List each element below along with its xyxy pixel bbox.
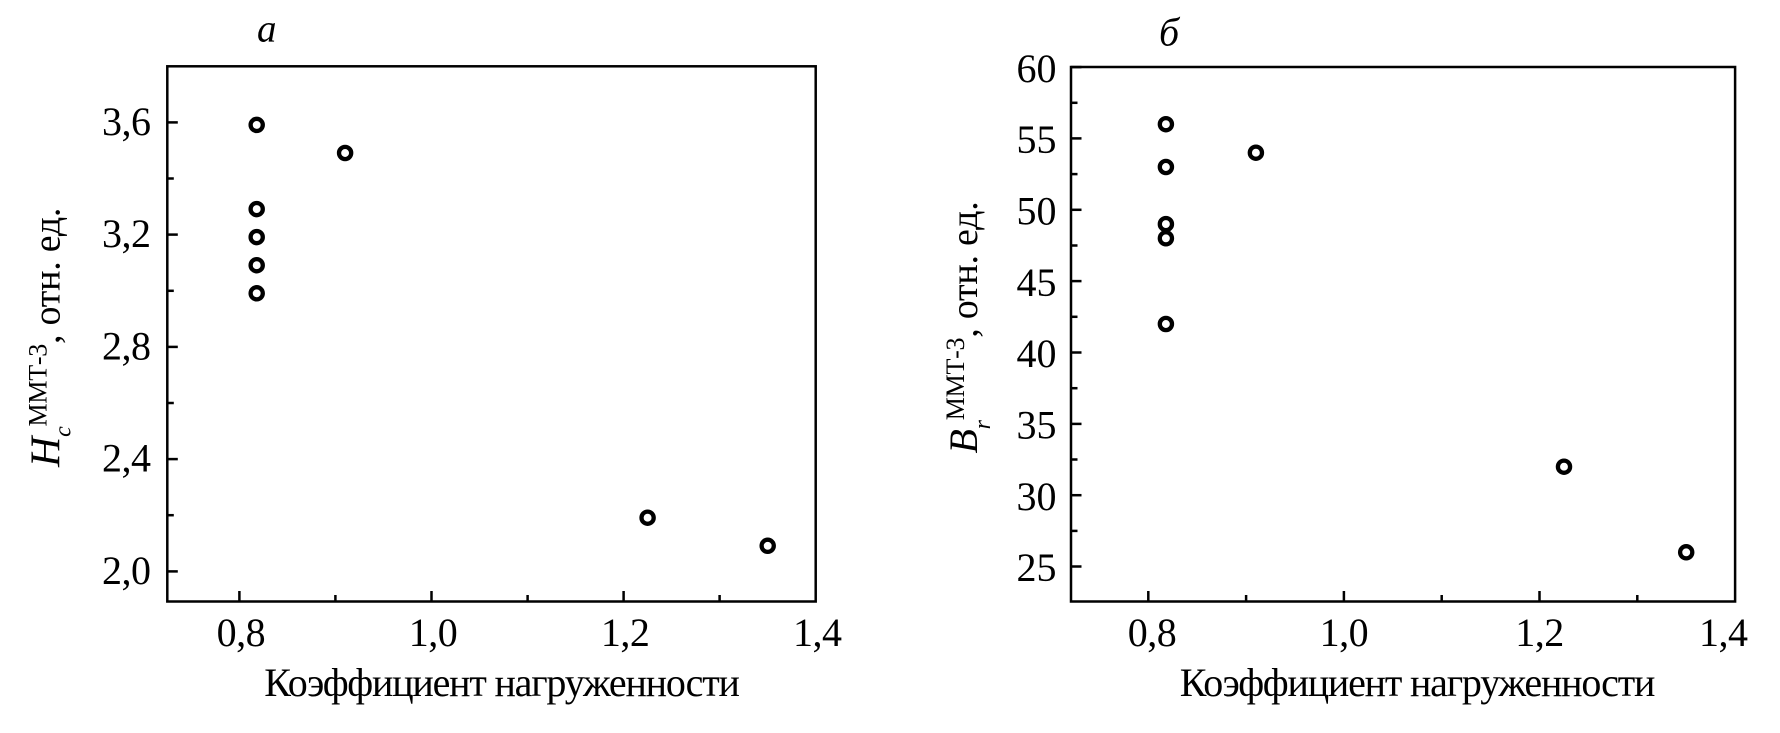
svg-text:2,0: 2,0 xyxy=(102,548,151,593)
svg-text:0,8: 0,8 xyxy=(217,610,266,655)
svg-text:30: 30 xyxy=(1017,474,1057,519)
svg-text:45: 45 xyxy=(1017,260,1057,305)
svg-text:a: a xyxy=(257,8,277,51)
svg-text:50: 50 xyxy=(1017,189,1057,234)
svg-text:2,4: 2,4 xyxy=(102,436,151,481)
svg-text:25: 25 xyxy=(1017,545,1057,590)
svg-text:Коэффициент нагруженности: Коэффициент нагруженности xyxy=(1180,660,1655,705)
svg-text:1,4: 1,4 xyxy=(1699,610,1748,655)
svg-text:Коэффициент нагруженности: Коэффициент нагруженности xyxy=(264,660,739,705)
svg-text:0,8: 0,8 xyxy=(1128,610,1177,655)
svg-text:40: 40 xyxy=(1017,331,1057,376)
svg-text:3,2: 3,2 xyxy=(102,211,151,256)
svg-text:2,8: 2,8 xyxy=(102,324,151,369)
svg-text:55: 55 xyxy=(1017,117,1057,162)
svg-text:1,4: 1,4 xyxy=(793,610,842,655)
svg-text:б: б xyxy=(1159,9,1181,54)
svg-text:HcММТ-3, отн. ед.: HcММТ-3, отн. ед. xyxy=(24,208,77,468)
svg-text:BrММТ-3, отн. ед.: BrММТ-3, отн. ед. xyxy=(941,202,996,454)
svg-text:1,0: 1,0 xyxy=(409,610,458,655)
svg-text:1,2: 1,2 xyxy=(1515,610,1564,655)
svg-text:1,0: 1,0 xyxy=(1320,610,1369,655)
svg-text:3,6: 3,6 xyxy=(102,99,151,144)
svg-text:35: 35 xyxy=(1017,403,1057,448)
svg-text:60: 60 xyxy=(1017,46,1057,91)
svg-text:1,2: 1,2 xyxy=(601,610,650,655)
